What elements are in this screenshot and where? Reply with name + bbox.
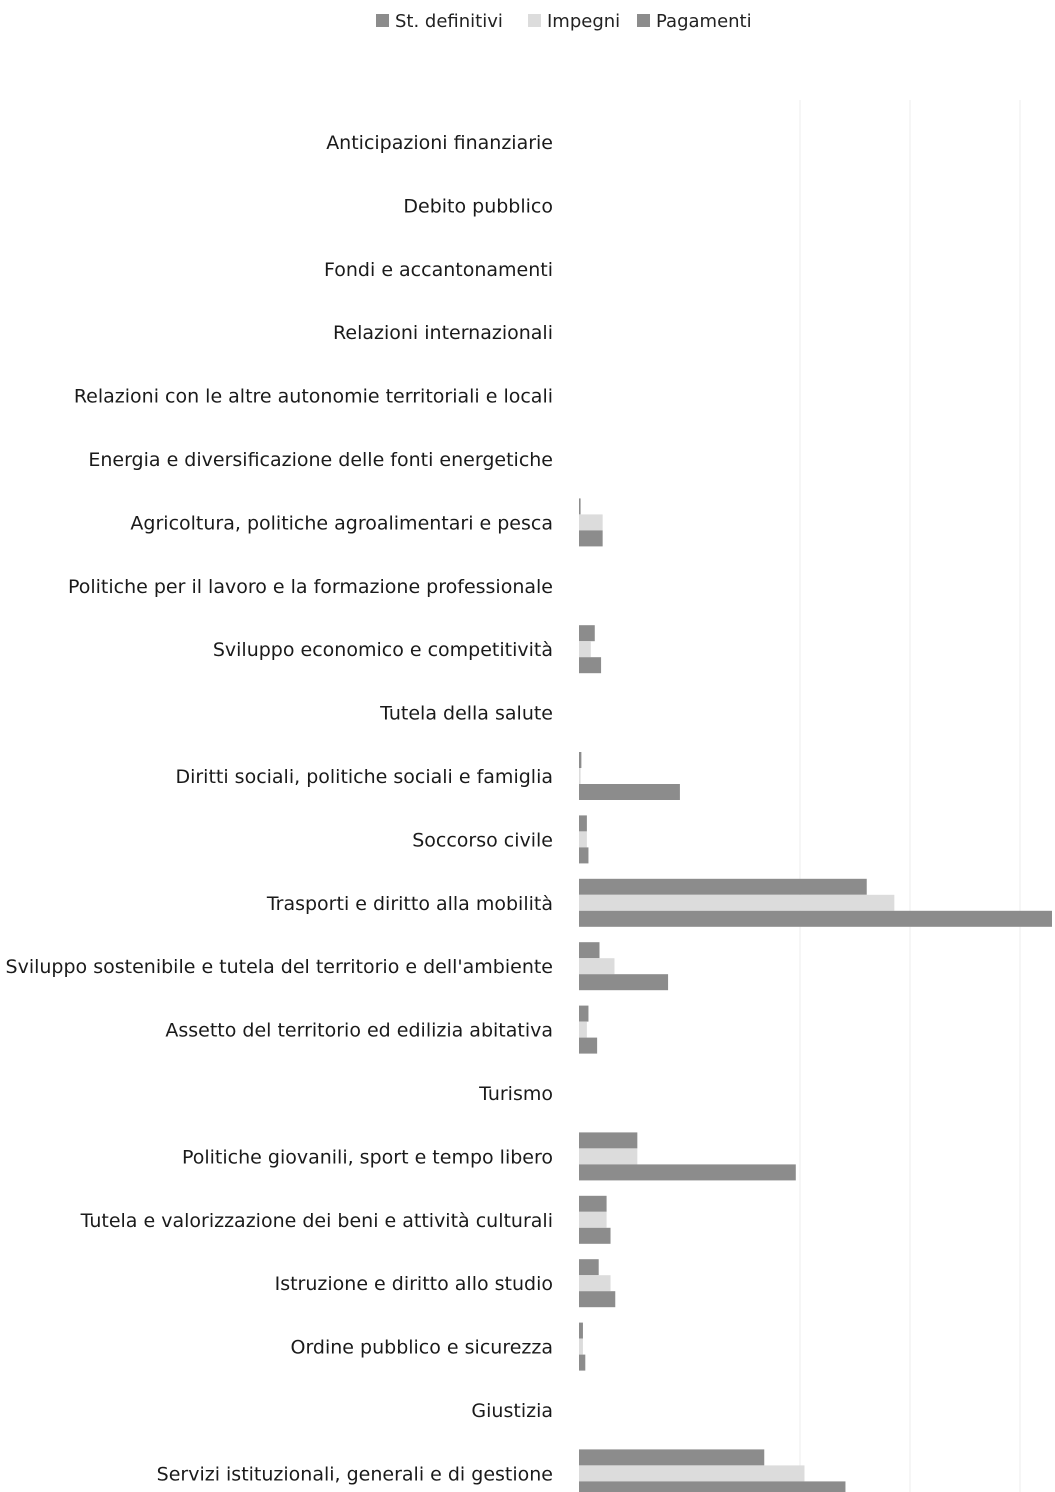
bar xyxy=(579,768,581,784)
category-label: Politiche per il lavoro e la formazione … xyxy=(68,576,553,598)
bar xyxy=(579,514,603,531)
bar xyxy=(579,1259,599,1276)
bar xyxy=(579,815,587,832)
bar xyxy=(579,1132,638,1149)
category-label: Anticipazioni finanziarie xyxy=(326,132,553,154)
category-label: Soccorso civile xyxy=(412,829,553,851)
bar xyxy=(579,910,1052,927)
bar xyxy=(579,847,589,864)
category-label: Ordine pubblico e sicurezza xyxy=(290,1337,553,1359)
category-label: Politiche giovanili, sport e tempo liber… xyxy=(182,1146,553,1168)
bar xyxy=(579,1465,805,1482)
bar xyxy=(579,657,602,674)
category-label: Istruzione e diritto allo studio xyxy=(275,1273,553,1295)
bar xyxy=(579,1481,846,1492)
bar xyxy=(579,1148,638,1165)
legend-label: Impegni xyxy=(547,11,620,32)
legend-swatch xyxy=(376,14,389,27)
bars xyxy=(579,498,1052,1492)
bar xyxy=(579,1354,586,1371)
bar xyxy=(579,958,615,975)
bar xyxy=(579,641,591,658)
category-label: Assetto del territorio ed edilizia abita… xyxy=(165,1020,553,1042)
category-label: Relazioni internazionali xyxy=(333,322,553,344)
bar xyxy=(579,974,669,991)
category-labels: Anticipazioni finanziarie Debito pubblico… xyxy=(6,132,553,1485)
bar xyxy=(579,498,581,515)
bar xyxy=(579,1338,583,1355)
bar xyxy=(579,1021,587,1038)
legend-label: Pagamenti xyxy=(656,11,752,32)
bar xyxy=(579,1227,611,1244)
bar xyxy=(579,1449,765,1466)
category-label: Turismo xyxy=(478,1083,553,1105)
bar xyxy=(579,784,680,800)
category-label: Giustizia xyxy=(471,1400,553,1422)
bar xyxy=(579,942,600,959)
legend-swatch xyxy=(637,14,650,27)
bar xyxy=(579,1164,796,1181)
category-label: Servizi istituzionali, generali e di ges… xyxy=(157,1463,553,1485)
category-label: Fondi e accantonamenti xyxy=(324,259,553,281)
legend-swatch xyxy=(528,14,541,27)
category-label: Sviluppo economico e competitività xyxy=(213,639,553,661)
bar xyxy=(579,1211,607,1228)
bar xyxy=(579,752,582,768)
category-label: Diritti sociali, politiche sociali e fam… xyxy=(175,766,553,788)
category-label: Relazioni con le altre autonomie territo… xyxy=(74,386,553,408)
category-label: Tutela della salute xyxy=(379,703,553,725)
legend: St. definitivi Impegni Pagamenti xyxy=(376,11,752,32)
gridlines xyxy=(799,100,1021,1492)
bar xyxy=(579,1275,611,1292)
bar xyxy=(579,831,587,848)
category-label: Sviluppo sostenibile e tutela del territ… xyxy=(6,956,553,978)
category-label: Agricoltura, politiche agroalimentari e … xyxy=(130,512,553,534)
bar xyxy=(579,894,895,911)
category-label: Tutela e valorizzazione dei beni e attiv… xyxy=(80,1210,553,1232)
bar xyxy=(579,1005,589,1022)
bar xyxy=(579,1195,607,1212)
legend-label: St. definitivi xyxy=(395,11,503,32)
bar xyxy=(579,1291,616,1308)
bar xyxy=(579,878,867,895)
category-label: Trasporti e diritto alla mobilità xyxy=(266,893,553,915)
bar xyxy=(579,530,603,547)
bar xyxy=(579,625,595,642)
category-label: Energia e diversificazione delle fonti e… xyxy=(88,449,553,471)
bar xyxy=(579,1322,583,1339)
bar xyxy=(579,1037,598,1054)
category-label: Debito pubblico xyxy=(403,195,553,217)
